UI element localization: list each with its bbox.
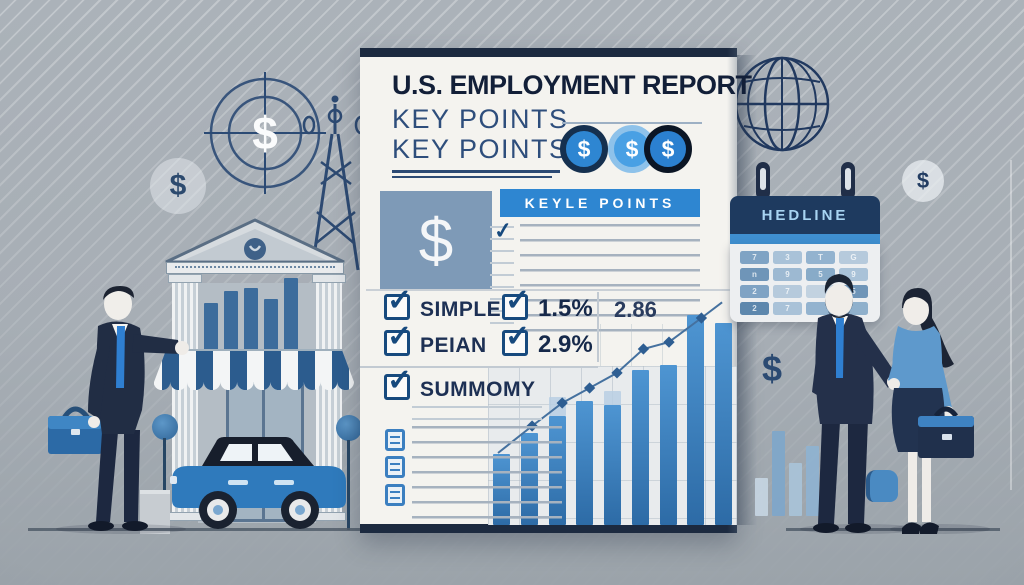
check-icon: ✓ [492, 217, 514, 244]
coin-icon: $ [644, 125, 692, 173]
hand [888, 378, 900, 390]
key-points-line-2: KEY POINTS [392, 134, 569, 164]
checkbox-icon [502, 283, 530, 320]
globe-icon [734, 56, 830, 152]
calendar-cell: n [740, 268, 769, 281]
briefcase-handle [933, 406, 959, 418]
calendar-cell: 7 [740, 251, 769, 264]
hair [103, 286, 134, 300]
subtitle-underline [392, 170, 560, 173]
calendar-cell: 7 [773, 285, 802, 298]
checklist-label: SIMPLE [420, 298, 502, 321]
placeholder-lines [412, 426, 562, 524]
rule-after-subtitle [562, 122, 702, 124]
report-title: U.S. EMPLOYMENT REPORT [392, 70, 752, 100]
checkbox-icon [502, 319, 530, 356]
small-dollar-badge-right: $ [902, 160, 944, 202]
calendar-cell: G [839, 251, 868, 264]
tree-icon [152, 414, 178, 440]
calendar-hanger [756, 162, 770, 200]
bank-entablature [166, 262, 344, 274]
radio-tower-icon [302, 95, 368, 271]
target-dollar-glyph: $ [252, 107, 278, 159]
tree-trunk [163, 438, 166, 530]
document-bottom-border [360, 524, 737, 533]
calendar-cell: 7 [773, 302, 802, 315]
checklist-label: PEIAN [420, 334, 487, 357]
key-points-line-1: KEY POINTS [392, 104, 569, 134]
calendar-cell: 3 [773, 251, 802, 264]
checkbox-icon [384, 363, 412, 400]
businessman-right [812, 274, 901, 533]
section-header-bar: KEYLE POINTS [500, 189, 700, 217]
mini-bar-chart [755, 424, 819, 516]
head [104, 288, 132, 320]
section-header-label: KEYLE POINTS [524, 195, 676, 211]
checklist-label: SUMMOMY [420, 378, 536, 401]
coin-dollar: $ [625, 135, 639, 162]
coin-icon: $ [560, 125, 608, 173]
car-illustration [170, 437, 346, 529]
calendar-stripe [730, 234, 880, 244]
businessman-left [48, 286, 189, 531]
heel-shoe [902, 522, 921, 534]
dollar-sign: $ [169, 169, 187, 202]
subtitle-underline-2 [392, 176, 552, 178]
calendar-cell: 5 [806, 268, 835, 281]
faint-dollar-badge-left: $ [150, 158, 206, 214]
divider [360, 366, 598, 368]
calendar-header: HEDLINE [730, 196, 880, 234]
tie [836, 318, 844, 378]
checkbox-icon [384, 283, 412, 320]
ground-line-left [28, 528, 368, 531]
placeholder-lines [520, 224, 700, 336]
checklist-value: 1.5% [538, 295, 593, 322]
head [903, 295, 929, 325]
bag-icon [866, 470, 898, 502]
calendar-cell: T [806, 251, 835, 264]
head [825, 284, 853, 316]
ground-line-right [786, 528, 1000, 531]
divider [366, 289, 731, 291]
calendar-title: HEDLINE [761, 206, 849, 224]
tree-icon [336, 415, 362, 441]
list-item-icon [385, 484, 405, 506]
document-top-border [360, 48, 737, 57]
placeholder-lines [412, 406, 542, 420]
calendar-cell: 2 [740, 302, 769, 315]
figure-shadow [56, 524, 186, 534]
tie [116, 326, 125, 388]
calendar-cell: 9 [773, 268, 802, 281]
list-item-icon [385, 429, 405, 451]
briefcase-handle [61, 406, 91, 420]
storefront-awning [154, 349, 354, 391]
hair [824, 274, 854, 294]
dollar-panel: $ [380, 191, 492, 291]
businesswoman-right [888, 288, 974, 534]
checklist-extra: 2.86 [614, 297, 657, 322]
list-item-icon [385, 456, 405, 478]
calendar-hanger [841, 162, 855, 200]
background-seam [1010, 160, 1012, 490]
heel-shoe [920, 522, 939, 534]
tree-trunk [347, 440, 350, 530]
dollar-sign: $ [916, 168, 930, 193]
report-document: U.S. EMPLOYMENT REPORT KEY POINTS KEY PO… [360, 48, 752, 533]
target-dollar-icon: $ [204, 72, 326, 194]
coin-dollar: $ [577, 135, 591, 162]
checkbox-icon [384, 319, 412, 356]
dollar-sign: $ [418, 206, 454, 276]
coin-dollar: $ [661, 135, 675, 162]
dollar-sign: $ [762, 348, 783, 389]
calendar-cell: 2 [740, 285, 769, 298]
checklist-divider [597, 292, 599, 362]
bank-pediment [165, 218, 345, 264]
figure-shadow [890, 524, 990, 534]
checklist-value: 2.9% [538, 331, 593, 358]
